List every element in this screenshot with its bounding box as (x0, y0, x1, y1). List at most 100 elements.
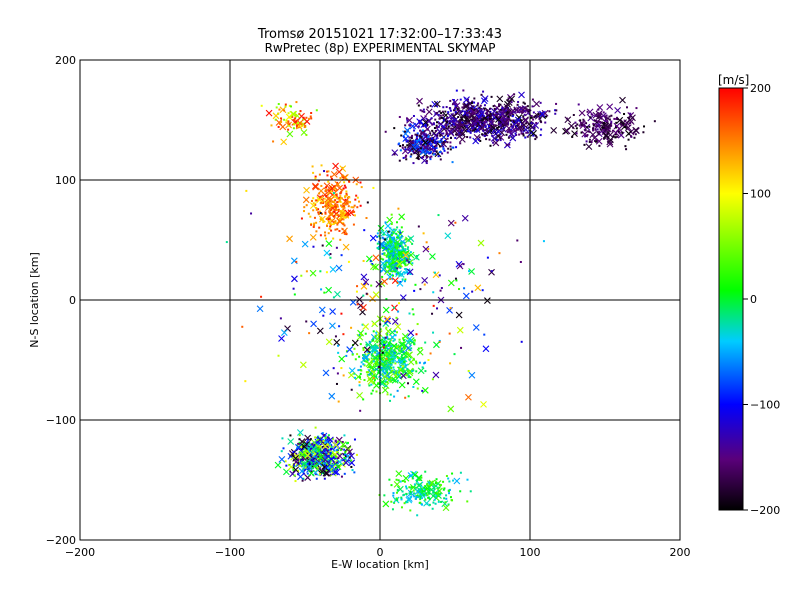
data-point (497, 125, 500, 128)
data-point (396, 346, 399, 349)
data-point (618, 131, 621, 134)
data-point-x (415, 482, 423, 489)
data-point (392, 236, 395, 239)
data-point (482, 114, 485, 117)
data-point (451, 146, 454, 149)
data-point (392, 254, 395, 257)
data-point (431, 123, 434, 126)
data-point (307, 462, 310, 465)
data-point (407, 139, 410, 142)
data-point (329, 459, 332, 462)
data-point (374, 368, 377, 371)
data-point (480, 93, 483, 96)
data-point (314, 203, 317, 206)
data-point (498, 103, 501, 106)
data-point-x (321, 463, 329, 471)
data-point (414, 497, 417, 500)
data-point (314, 426, 317, 429)
data-point (373, 373, 376, 376)
data-point (455, 279, 458, 282)
data-point (392, 252, 395, 255)
data-point-x (490, 108, 498, 115)
data-point-x (624, 124, 632, 132)
data-point (437, 113, 440, 116)
data-point (397, 371, 400, 374)
data-point (409, 496, 412, 499)
data-point (401, 357, 404, 360)
data-point (432, 485, 435, 488)
data-point (386, 393, 389, 396)
data-point (440, 500, 443, 503)
data-point-x (272, 112, 280, 120)
data-point (445, 121, 448, 124)
data-point (292, 464, 295, 467)
data-point-x (369, 295, 376, 303)
data-point (501, 111, 504, 114)
data-point (372, 357, 375, 360)
data-point-x (425, 117, 433, 125)
data-point-x (454, 109, 461, 117)
data-point (399, 245, 402, 248)
data-point (437, 155, 440, 158)
data-point (324, 237, 327, 240)
data-point-x (602, 131, 610, 139)
data-point (445, 474, 448, 477)
data-point (368, 373, 371, 376)
data-point (424, 341, 427, 344)
data-point (465, 116, 468, 119)
data-point (457, 124, 460, 127)
data-point (435, 124, 438, 127)
data-point (330, 458, 333, 461)
data-point (443, 487, 446, 490)
data-point-x (398, 341, 405, 348)
data-point-x (280, 329, 288, 337)
data-point (507, 136, 510, 139)
data-point (417, 225, 420, 228)
data-point (260, 104, 263, 107)
data-point (388, 266, 391, 269)
data-point (398, 376, 401, 379)
data-point (429, 152, 432, 155)
data-point (544, 121, 547, 124)
data-point (474, 128, 477, 131)
data-point (382, 346, 385, 349)
data-point-x (398, 213, 406, 221)
data-point (389, 339, 392, 342)
data-point-x (304, 434, 312, 442)
data-point (399, 480, 402, 483)
data-point (287, 112, 290, 115)
data-point-x (405, 344, 412, 352)
data-point (460, 346, 463, 349)
data-point (405, 373, 408, 376)
data-point (320, 288, 323, 291)
data-point (381, 247, 384, 250)
data-point-x (383, 315, 391, 323)
data-point (408, 136, 411, 139)
data-point (403, 502, 406, 505)
data-point (384, 336, 387, 339)
data-point (319, 218, 322, 221)
data-point-x (356, 296, 363, 303)
data-point (348, 456, 351, 459)
data-point (356, 303, 359, 306)
data-point (428, 483, 431, 486)
data-point (395, 253, 398, 256)
data-point (378, 362, 381, 365)
data-point (324, 462, 327, 465)
data-point (304, 466, 307, 469)
data-point (456, 107, 459, 110)
data-point (330, 190, 333, 193)
data-point (418, 122, 421, 125)
data-point (425, 146, 428, 149)
data-point (576, 123, 579, 126)
data-point (353, 347, 356, 350)
data-point (424, 133, 427, 136)
data-point (442, 132, 445, 135)
data-point (441, 110, 444, 113)
data-point (397, 252, 400, 255)
data-point (420, 494, 423, 497)
data-point (315, 441, 318, 444)
data-point (420, 497, 423, 500)
data-point (432, 304, 435, 307)
data-point (382, 265, 385, 268)
